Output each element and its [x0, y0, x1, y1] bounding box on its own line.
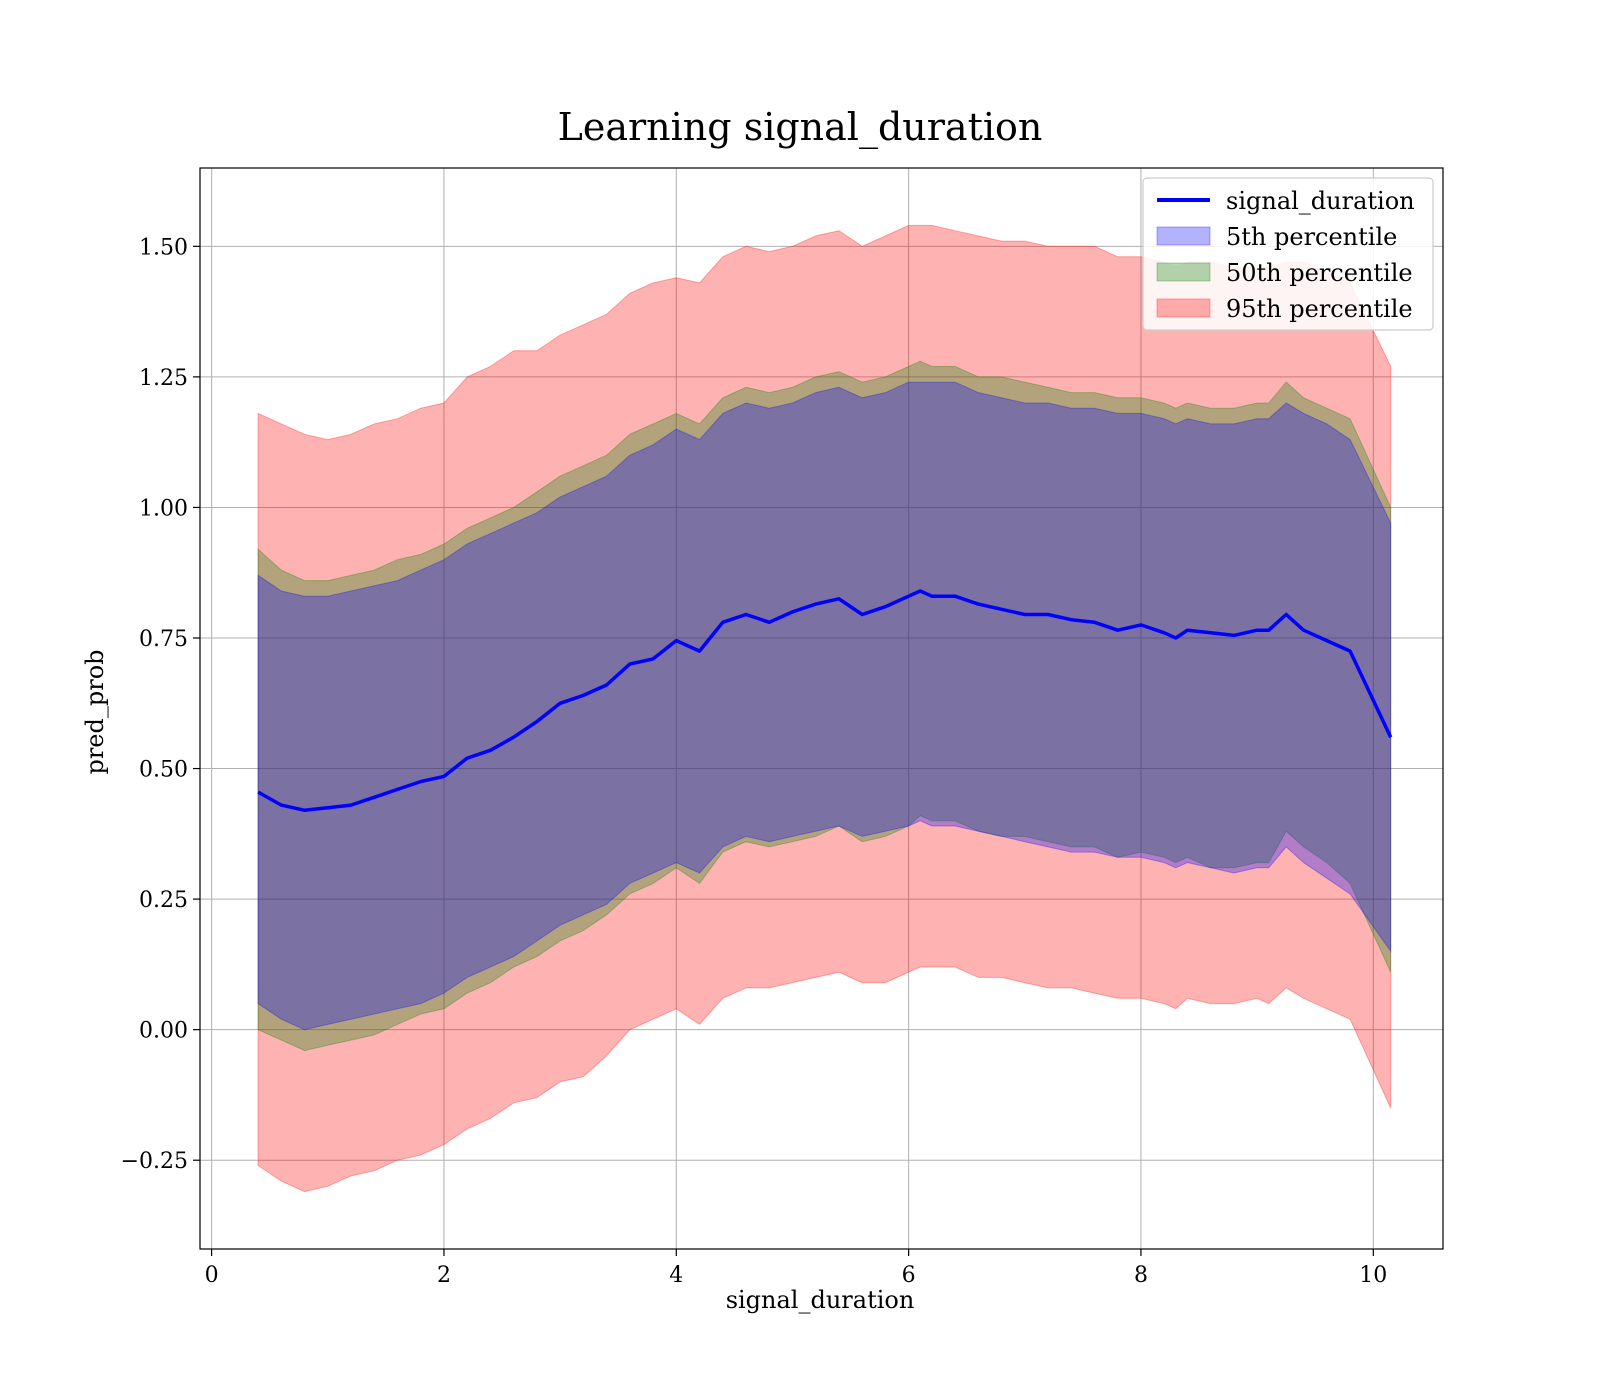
legend-label-signal-duration: signal_duration: [1226, 187, 1415, 215]
x-axis-label: signal_duration: [726, 1286, 915, 1314]
y-tick-label-7: 1.50: [139, 235, 188, 260]
y-tick-label-4: 0.75: [139, 627, 188, 652]
legend: signal_duration 5th percentile 50th perc…: [1142, 177, 1434, 331]
legend-box: [1142, 177, 1434, 331]
legend-label-5th: 5th percentile: [1226, 223, 1397, 251]
axis-ticks: 0 2 4 6 8 10 −0.25 0.00 0.25 0.50 0.75 1.00 1.25 1.50: [121, 235, 1388, 1288]
mean-line-layer: [257, 589, 1393, 813]
legend-swatch-95th: [1156, 298, 1211, 318]
grid: [200, 168, 1443, 1249]
legend-label-95th: 95th percentile: [1226, 295, 1413, 323]
x-tick-label-3: 6: [902, 1263, 916, 1288]
x-tick-label-0: 0: [205, 1263, 219, 1288]
band-50th-percentile: [257, 360, 1392, 1052]
x-tick-label-5: 10: [1359, 1263, 1387, 1288]
plot-frame: [199, 167, 1444, 1250]
chart-title: Learning signal_duration: [558, 105, 1043, 150]
x-tick-label-2: 4: [669, 1263, 683, 1288]
y-tick-label-1: 0.00: [139, 1019, 188, 1044]
y-tick-label-5: 1.00: [139, 496, 188, 521]
legend-swatch-50th: [1156, 262, 1211, 282]
y-tick-label-0: −0.25: [121, 1149, 188, 1174]
y-tick-label-3: 0.50: [139, 758, 188, 783]
band-5th-percentile: [257, 381, 1392, 1031]
signal-duration-line: [257, 589, 1393, 813]
percentile-bands: [257, 224, 1392, 1193]
x-tick-label-1: 2: [437, 1263, 451, 1288]
legend-label-50th: 50th percentile: [1226, 259, 1413, 287]
legend-swatch-5th: [1156, 226, 1211, 246]
y-axis-label: pred_prob: [81, 649, 109, 774]
x-tick-label-4: 8: [1134, 1263, 1148, 1288]
y-tick-label-6: 1.25: [139, 366, 188, 391]
y-tick-label-2: 0.25: [139, 888, 188, 913]
band-95th-percentile: [257, 224, 1392, 1193]
